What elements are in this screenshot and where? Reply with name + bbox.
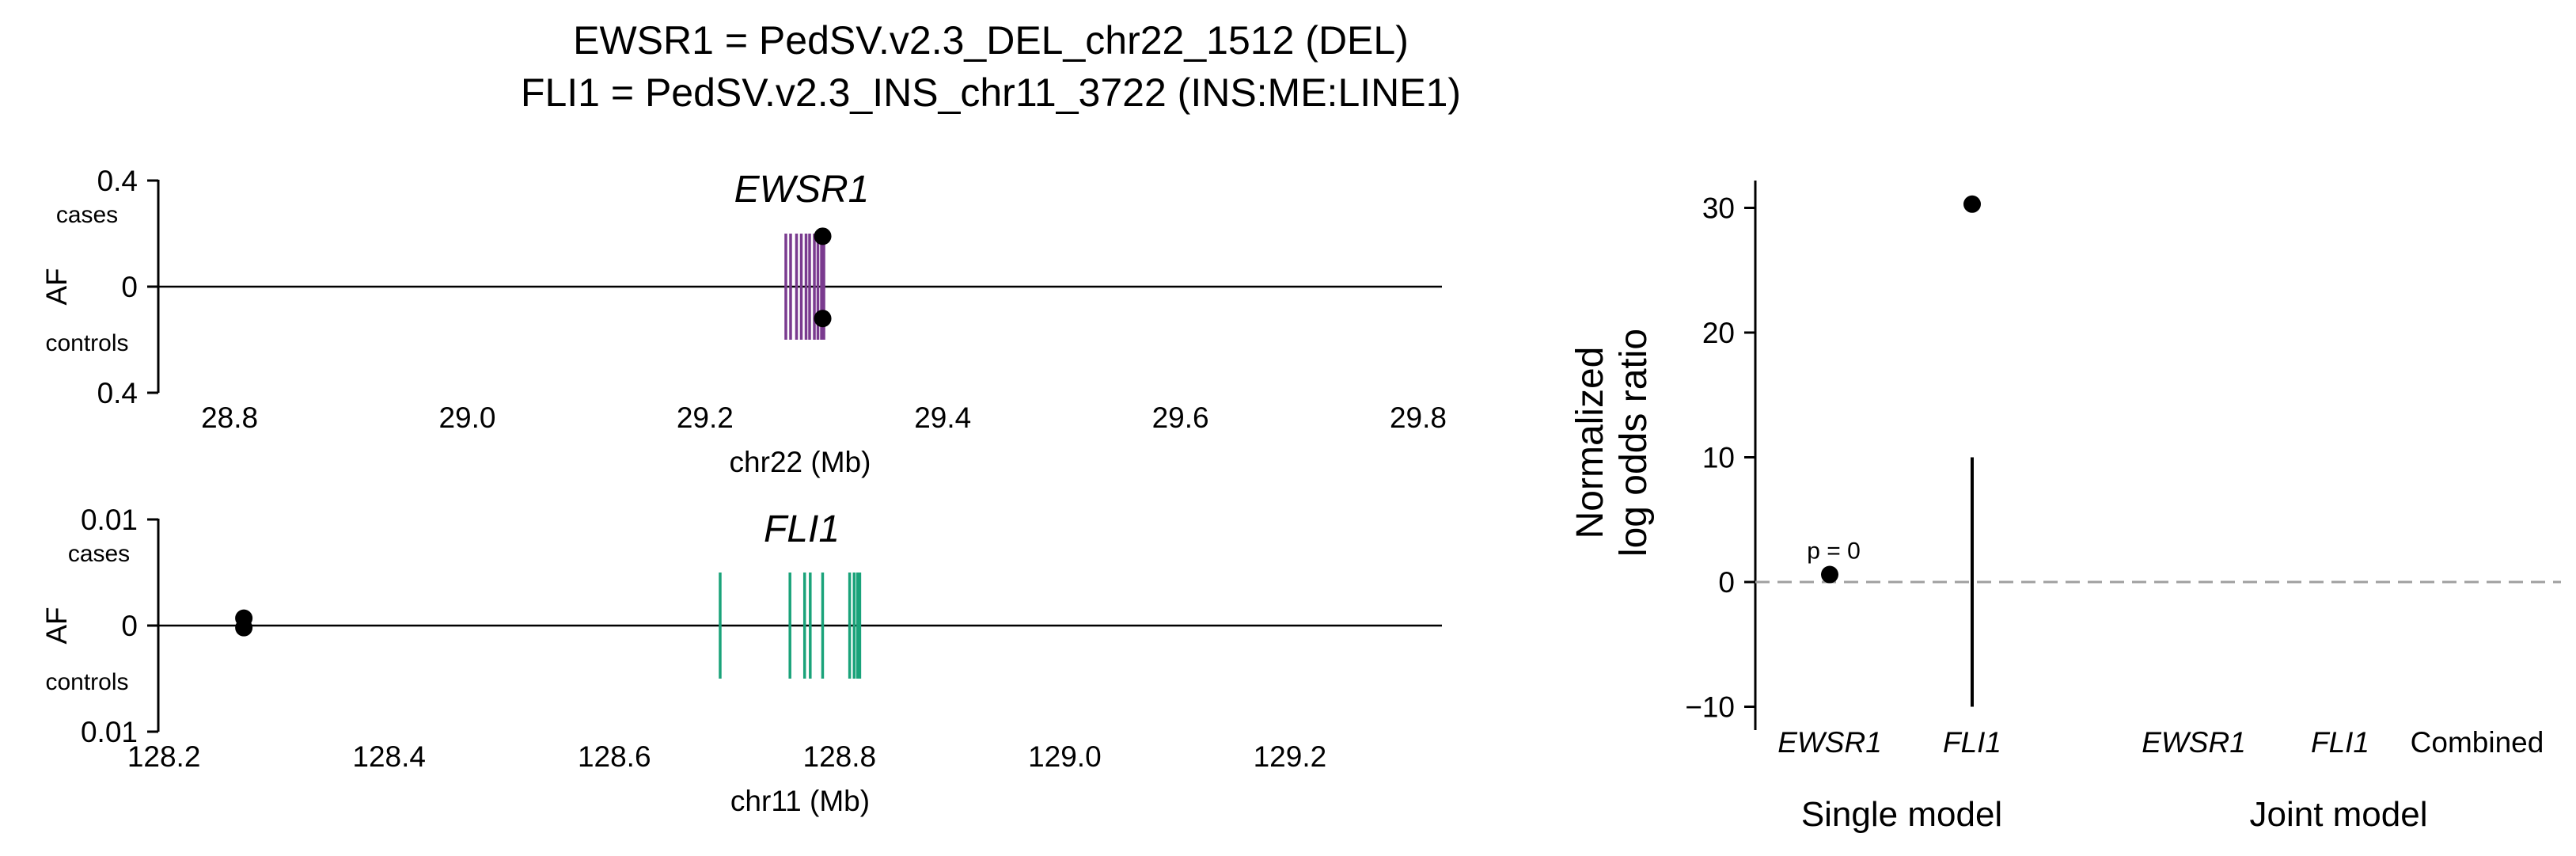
single-model-group-label: Single model xyxy=(1801,795,2002,834)
fli1-ytick-label: 0.01 xyxy=(81,716,138,748)
ewsr1-xtick-label: 29.6 xyxy=(1152,401,1209,434)
odds-ratio-point xyxy=(1821,565,1838,584)
odds-ratio-point xyxy=(1963,195,1981,213)
fli1-xtick-label: 128.6 xyxy=(578,740,651,773)
ewsr1-cases-label: cases xyxy=(56,202,118,228)
figure-title-line-1: EWSR1 = PedSV.v2.3_DEL_chr22_1512 (DEL) xyxy=(573,18,1409,63)
ewsr1-xlabel: chr22 (Mb) xyxy=(730,446,871,478)
fli1-xtick-label: 129.0 xyxy=(1028,740,1102,773)
fli1-cases-label: cases xyxy=(68,541,130,567)
odds-category-label: FLI1 xyxy=(2311,726,2369,759)
ewsr1-xtick-label: 29.0 xyxy=(438,401,495,434)
joint-model-group-label: Joint model xyxy=(2249,795,2427,834)
odds-category-label: FLI1 xyxy=(1943,726,2001,759)
odds-ratio-panel: Normalized log odds ratio 30 20 10 0 −10 p =… xyxy=(1569,181,2561,834)
odds-ylabel-line-1: Normalized xyxy=(1569,347,1611,539)
ewsr1-xtick-label: 29.2 xyxy=(677,401,734,434)
ewsr1-gene-title: EWSR1 xyxy=(734,169,870,211)
odds-category-label: Combined xyxy=(2411,726,2544,759)
odds-ytick-label: 10 xyxy=(1702,442,1735,474)
ewsr1-xtick-label: 29.8 xyxy=(1390,401,1447,434)
ewsr1-xtick-label: 29.4 xyxy=(914,401,971,434)
fli1-locus-panel: FLI1 AF cases controls 0.01 0 0.01 128.2 12… xyxy=(40,504,1442,817)
fli1-xtick-label: 128.8 xyxy=(803,740,877,773)
ewsr1-af-point xyxy=(814,310,832,328)
ewsr1-ytick-label: 0.4 xyxy=(97,165,138,197)
odds-ytick-label: 20 xyxy=(1702,317,1735,349)
ewsr1-ylabel: AF xyxy=(40,268,73,305)
fli1-xtick-label: 129.2 xyxy=(1254,740,1327,773)
fli1-af-point xyxy=(235,618,253,637)
fli1-xlabel: chr11 (Mb) xyxy=(730,785,870,817)
ewsr1-xtick-label: 28.8 xyxy=(201,401,258,434)
fli1-ylabel: AF xyxy=(40,607,73,644)
odds-point-annotation: p = 0 xyxy=(1807,538,1861,565)
odds-ylabel-line-2: log odds ratio xyxy=(1613,329,1655,557)
ewsr1-ytick-label: 0.4 xyxy=(97,377,138,409)
fli1-ytick-label: 0 xyxy=(121,610,138,642)
fli1-gene-title: FLI1 xyxy=(764,508,840,550)
ewsr1-ytick-label: 0 xyxy=(121,271,138,303)
ewsr1-controls-label: controls xyxy=(45,330,128,356)
odds-category-label: EWSR1 xyxy=(2142,726,2246,759)
figure-title-line-2: FLI1 = PedSV.v2.3_INS_chr11_3722 (INS:ME… xyxy=(521,70,1461,115)
odds-ytick-label: −10 xyxy=(1685,691,1735,724)
odds-category-label: EWSR1 xyxy=(1777,726,1882,759)
odds-ytick-label: 30 xyxy=(1702,192,1735,225)
fli1-ytick-label: 0.01 xyxy=(81,504,138,536)
ewsr1-locus-panel: EWSR1 AF cases controls 0.4 0 0.4 28.8 29.0… xyxy=(40,165,1447,478)
ewsr1-af-point xyxy=(814,227,832,245)
fli1-controls-label: controls xyxy=(45,669,128,695)
odds-ytick-label: 0 xyxy=(1718,566,1735,599)
fli1-xtick-label: 128.2 xyxy=(127,740,201,773)
fli1-xtick-label: 128.4 xyxy=(352,740,426,773)
